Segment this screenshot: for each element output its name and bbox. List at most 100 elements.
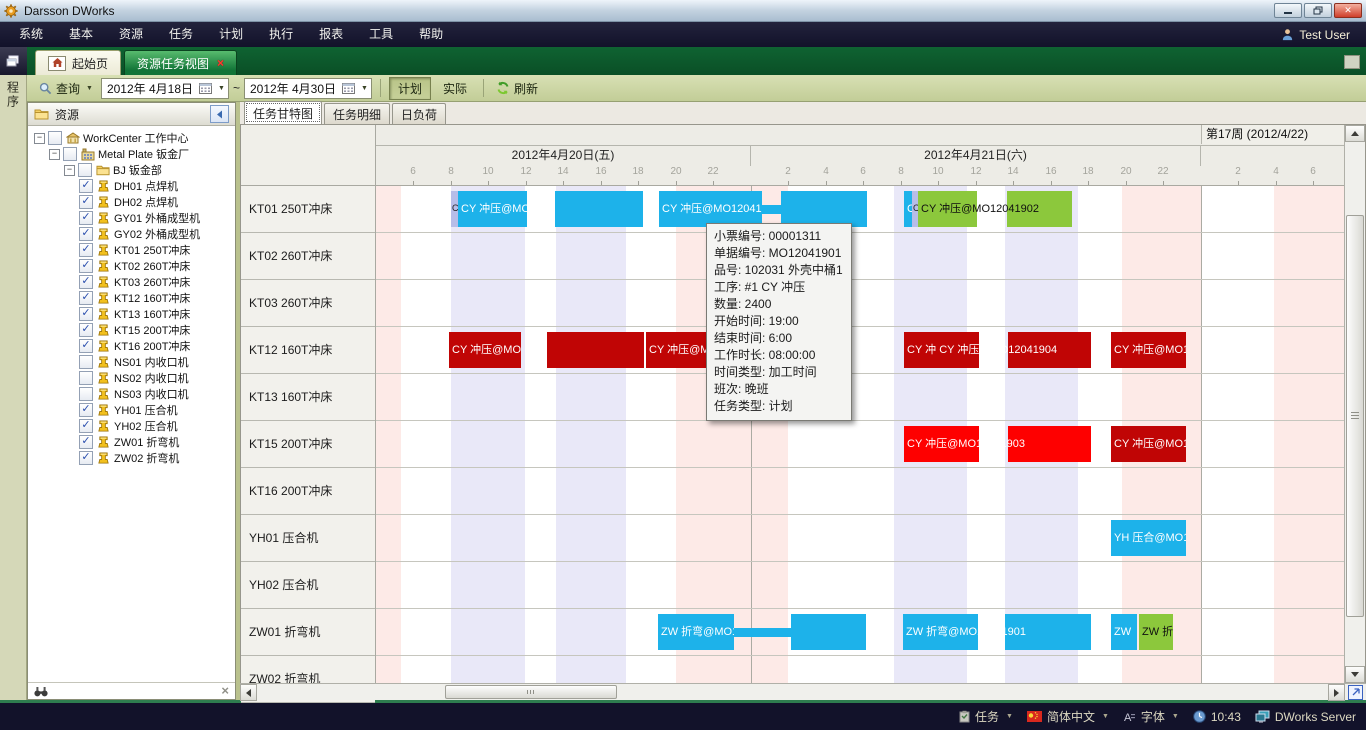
status-item[interactable]: 任务 ▼ — [959, 708, 1013, 725]
tree-checkbox[interactable]: ✓ — [79, 419, 93, 433]
restore-button[interactable] — [1304, 3, 1332, 18]
task-bar[interactable]: ZW — [1111, 614, 1137, 650]
tree-node[interactable]: ✓ ZW02 折弯机 — [28, 450, 235, 466]
menu-item[interactable]: 资源 — [119, 27, 144, 41]
tree-node[interactable]: − Metal Plate 钣金厂 — [28, 146, 235, 162]
task-bar[interactable]: CY 冲压@MO12041901 — [458, 191, 527, 227]
calendar-icon[interactable] — [342, 82, 356, 94]
tree-node[interactable]: ✓ KT12 160T冲床 — [28, 290, 235, 306]
tree-checkbox[interactable]: ✓ — [79, 451, 93, 465]
tree-checkbox[interactable] — [63, 147, 77, 161]
tree-node[interactable]: ✓ YH02 压合机 — [28, 418, 235, 434]
tree-checkbox[interactable] — [79, 371, 93, 385]
menu-item[interactable]: 帮助 — [419, 27, 444, 41]
tree-node[interactable]: ✓ KT02 260T冲床 — [28, 258, 235, 274]
search-caret-icon[interactable]: ▼ — [86, 84, 93, 92]
task-bar[interactable] — [791, 614, 866, 650]
status-caret-icon[interactable]: ▼ — [1171, 713, 1179, 720]
tree-checkbox[interactable] — [79, 387, 93, 401]
close-button[interactable]: ✕ — [1334, 3, 1362, 18]
scroll-right-button[interactable] — [1328, 684, 1345, 701]
minimize-button[interactable] — [1274, 3, 1302, 18]
menu-item[interactable]: 任务 — [169, 27, 194, 41]
tree-checkbox[interactable]: ✓ — [79, 323, 93, 337]
tree-node[interactable]: ✓ YH01 压合机 — [28, 402, 235, 418]
tree-checkbox[interactable]: ✓ — [79, 403, 93, 417]
task-bar[interactable] — [1005, 614, 1091, 650]
refresh-button[interactable]: 刷新 — [492, 78, 542, 99]
task-bar[interactable]: ZW 折 — [1139, 614, 1173, 650]
task-bar[interactable]: CY 冲压@MO12041904 — [449, 332, 521, 368]
view-tab-1[interactable]: 任务甘特图 — [244, 101, 323, 124]
task-bar[interactable]: ZW 折弯@MO12041901 — [658, 614, 734, 650]
task-bar[interactable]: CY 冲 CY 冲压@MO12041904 — [904, 332, 1057, 368]
task-bar[interactable] — [734, 628, 791, 637]
horizontal-scroll-thumb[interactable] — [445, 685, 617, 699]
tree-node[interactable]: ✓ DH02 点焊机 — [28, 194, 235, 210]
tab-home[interactable]: 起始页 — [35, 50, 122, 75]
task-bar[interactable]: C — [451, 191, 458, 227]
panels-icon[interactable] — [0, 47, 27, 75]
tree-checkbox[interactable]: ✓ — [79, 275, 93, 289]
status-item[interactable]: 10:43 — [1193, 710, 1241, 724]
date-from-caret-icon[interactable]: ▼ — [218, 84, 225, 92]
tree-checkbox[interactable]: ✓ — [79, 195, 93, 209]
tree-node[interactable]: ✓ KT16 200T冲床 — [28, 338, 235, 354]
tree-node[interactable]: NS03 内收口机 — [28, 386, 235, 402]
task-bar[interactable] — [781, 191, 867, 227]
view-tab-2[interactable]: 任务明细 — [324, 103, 391, 124]
status-caret-icon[interactable]: ▼ — [1006, 713, 1013, 720]
tree-node[interactable]: NS02 内收口机 — [28, 370, 235, 386]
task-bar[interactable] — [547, 332, 644, 368]
tree-node[interactable]: ✓ KT13 160T冲床 — [28, 306, 235, 322]
menu-item[interactable]: 计划 — [219, 27, 244, 41]
tree-node[interactable]: − BJ 钣金部 — [28, 162, 235, 178]
menu-item[interactable]: 执行 — [269, 27, 294, 41]
menu-item[interactable]: 基本 — [69, 27, 94, 41]
scroll-left-button[interactable] — [240, 684, 257, 701]
search-button[interactable]: 查询 ▼ — [35, 78, 97, 99]
status-item[interactable]: 简体中文 ▼ — [1026, 708, 1109, 725]
tree-checkbox[interactable]: ✓ — [79, 211, 93, 225]
date-to-picker[interactable]: 2012年 4月30日 ▼ — [243, 77, 372, 99]
tree-node[interactable]: ✓ ZW01 折弯机 — [28, 434, 235, 450]
task-bar[interactable]: CY 冲压@MO12041902 — [918, 191, 1039, 227]
vertical-scrollbar[interactable] — [1344, 125, 1365, 683]
tree-node[interactable]: ✓ KT15 200T冲床 — [28, 322, 235, 338]
tree-node[interactable]: ✓ GY01 外桶成型机 — [28, 210, 235, 226]
task-bar[interactable] — [1007, 191, 1072, 227]
tree-checkbox[interactable]: ✓ — [79, 243, 93, 257]
tree-checkbox[interactable] — [78, 163, 92, 177]
tree-checkbox[interactable]: ✓ — [79, 179, 93, 193]
status-caret-icon[interactable]: ▼ — [1101, 713, 1109, 720]
tree-node[interactable]: − WorkCenter 工作中心 — [28, 130, 235, 146]
panel-close-icon[interactable]: × — [221, 683, 229, 698]
tree-checkbox[interactable] — [79, 355, 93, 369]
menu-item[interactable]: 系统 — [19, 27, 44, 41]
tree-node[interactable]: ✓ DH01 点焊机 — [28, 178, 235, 194]
task-bar[interactable]: C — [904, 191, 912, 227]
scroll-down-button[interactable] — [1345, 666, 1365, 683]
date-from-picker[interactable]: 2012年 4月18日 ▼ — [100, 77, 229, 99]
tree-node[interactable]: ✓ KT03 260T冲床 — [28, 274, 235, 290]
tree-node[interactable]: ✓ GY02 外桶成型机 — [28, 226, 235, 242]
task-bar[interactable] — [1008, 332, 1091, 368]
collapse-panel-button[interactable] — [210, 105, 229, 123]
tree-checkbox[interactable]: ✓ — [79, 259, 93, 273]
tree-checkbox[interactable] — [48, 131, 62, 145]
horizontal-scrollbar[interactable] — [257, 684, 1328, 700]
task-bar[interactable] — [762, 205, 781, 214]
task-bar[interactable]: CY 冲压@MO1 — [1111, 332, 1186, 368]
tree-checkbox[interactable]: ✓ — [79, 435, 93, 449]
tree-node[interactable]: NS01 内收口机 — [28, 354, 235, 370]
tree-checkbox[interactable]: ✓ — [79, 339, 93, 353]
calendar-icon[interactable] — [199, 82, 213, 94]
tree-expander-icon[interactable]: − — [49, 148, 60, 160]
tree-node[interactable]: ✓ KT01 250T冲床 — [28, 242, 235, 258]
task-bar[interactable] — [555, 191, 643, 227]
task-bar[interactable]: YH 压合@MO1 — [1111, 520, 1186, 556]
find-binoculars-icon[interactable] — [34, 686, 48, 697]
task-bar[interactable]: CY 冲压@MO12041901 — [659, 191, 762, 227]
panel-splitter[interactable] — [236, 102, 240, 700]
actual-toggle-button[interactable]: 实际 — [435, 78, 475, 99]
